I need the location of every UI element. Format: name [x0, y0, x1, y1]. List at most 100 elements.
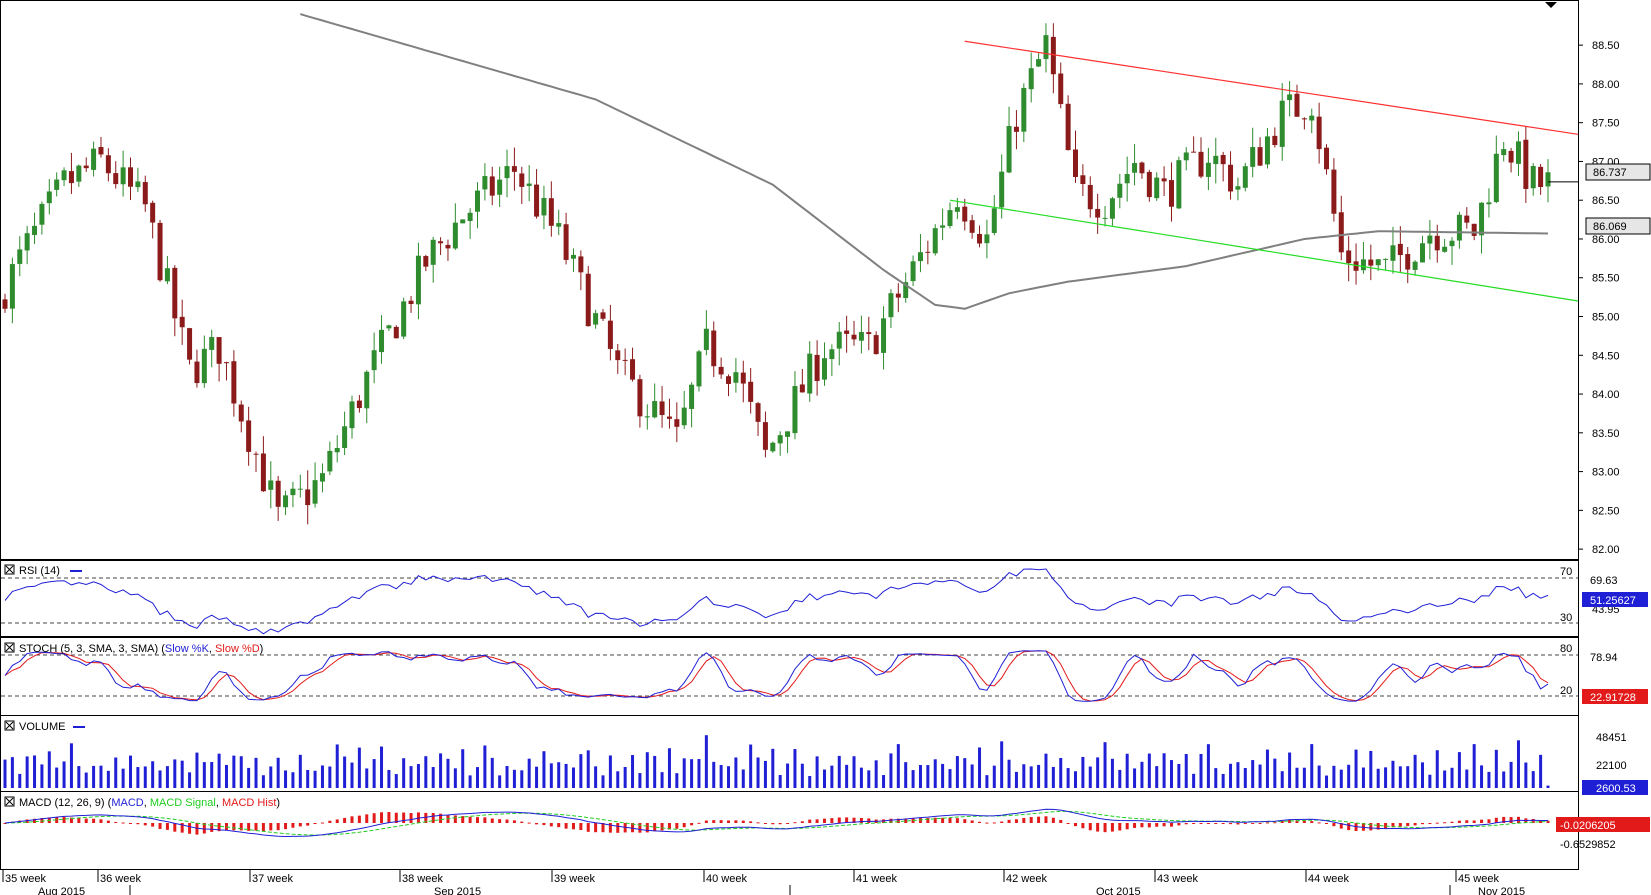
candle-body: [283, 495, 289, 508]
candle-body: [98, 147, 104, 155]
macd-hist-bar: [808, 819, 812, 823]
macd-hist-bar: [690, 823, 694, 826]
candle-body: [1279, 100, 1285, 147]
scroll-marker-icon[interactable]: [1545, 2, 1557, 8]
macd-hist-bar: [1110, 823, 1114, 832]
volume-bar: [778, 775, 782, 788]
macd-hist-bar: [129, 823, 133, 824]
macd-hist-bar: [372, 813, 376, 823]
candle-body: [504, 166, 510, 179]
macd-value: -0.0206205: [1560, 820, 1616, 832]
last-price-badge: 86.737: [1585, 163, 1651, 181]
macd-hist-bar: [741, 820, 745, 823]
volume-tick-2: 22100: [1596, 760, 1627, 772]
candle-body: [305, 489, 311, 506]
candle-body: [172, 267, 178, 319]
volume-bar: [608, 755, 612, 788]
candle-body: [489, 176, 495, 196]
macd-hist-bar: [793, 822, 797, 824]
macd-hist-bar: [121, 822, 125, 824]
macd-hist-bar: [1480, 819, 1484, 823]
candle-body: [1287, 94, 1293, 101]
macd-hist-bar: [1450, 821, 1454, 823]
volume-bar: [202, 762, 206, 788]
volume-bar: [284, 770, 288, 788]
ma-value-badge: 86.069: [1585, 217, 1651, 235]
candle-body: [46, 191, 52, 204]
volume-bar: [815, 756, 819, 788]
macd-hist-bar: [69, 817, 73, 823]
macd-hist-bar: [424, 812, 428, 823]
volume-bar: [896, 744, 900, 788]
rsi-line: [4, 568, 1549, 635]
candle-body: [334, 448, 340, 453]
candle-body: [1353, 261, 1359, 271]
volume-bar: [1546, 785, 1550, 788]
volume-bar: [490, 757, 494, 788]
volume-bar: [475, 767, 479, 788]
volume-bar: [1037, 764, 1041, 788]
candle-body: [1434, 235, 1440, 251]
candle-body: [216, 337, 222, 364]
candle-body: [519, 173, 525, 187]
macd-hist-bar: [1177, 823, 1181, 826]
candle-body: [1183, 152, 1189, 161]
volume-bar: [682, 758, 686, 788]
candle-body: [821, 358, 827, 380]
candle-body: [748, 381, 754, 402]
volume-bar: [623, 766, 627, 788]
macd-hist-bar: [889, 818, 893, 823]
volume-bar: [1472, 744, 1476, 788]
volume-bar: [1516, 740, 1520, 788]
macd-hist-bar: [756, 822, 760, 824]
macd-signal-label: MACD Signal: [150, 797, 216, 809]
candle-body: [312, 480, 318, 504]
candle-body: [888, 293, 894, 318]
candle-body: [364, 371, 370, 409]
macd-hist-bar: [33, 818, 37, 823]
volume-bar: [173, 759, 177, 788]
candle-body: [2, 299, 8, 309]
volume-bar: [852, 756, 856, 788]
volume-bar: [579, 754, 583, 788]
volume-bar: [1502, 771, 1506, 788]
macd-hist-bar: [1435, 822, 1439, 824]
macd-hist-bar: [867, 818, 871, 823]
candle-body: [83, 165, 89, 169]
volume-bar: [926, 765, 930, 788]
macd-hist-bar: [616, 823, 620, 833]
macd-hist-bar: [1251, 823, 1255, 824]
volume-bar: [1450, 767, 1454, 788]
candle-body: [187, 328, 193, 360]
stoch-tick: 78.94: [1590, 652, 1618, 664]
candle-body: [585, 273, 591, 327]
price-plot: [2, 13, 1579, 525]
candle-body: [1264, 136, 1270, 165]
macd-hist-bar: [1472, 820, 1476, 823]
candle-body: [1176, 160, 1182, 209]
macd-hist-bar: [1066, 823, 1070, 824]
candle-body: [408, 300, 414, 305]
volume-bar: [343, 756, 347, 788]
macd-hist-bar: [1398, 823, 1402, 827]
volume-bar: [741, 769, 745, 788]
macd-title: MACD (12, 26, 9) (: [19, 797, 112, 809]
volume-bar: [904, 762, 908, 788]
volume-bar: [498, 775, 502, 788]
macd-hist-bar: [542, 823, 546, 826]
candle-body: [401, 301, 407, 337]
moving-average-line: [300, 13, 1549, 310]
volume-bar: [424, 756, 428, 788]
volume-bar: [918, 765, 922, 788]
candle-body: [164, 268, 170, 282]
candle-body: [622, 359, 628, 361]
volume-bar: [195, 752, 199, 788]
volume-bar: [822, 769, 826, 788]
macd-hist-bar: [734, 820, 738, 823]
volume-bar: [1192, 773, 1196, 788]
macd-hist-bar: [431, 813, 435, 823]
candle-body: [1058, 73, 1064, 105]
volume-bar: [224, 764, 228, 788]
rsi-plot: [4, 568, 1549, 635]
volume-bar: [594, 766, 598, 788]
